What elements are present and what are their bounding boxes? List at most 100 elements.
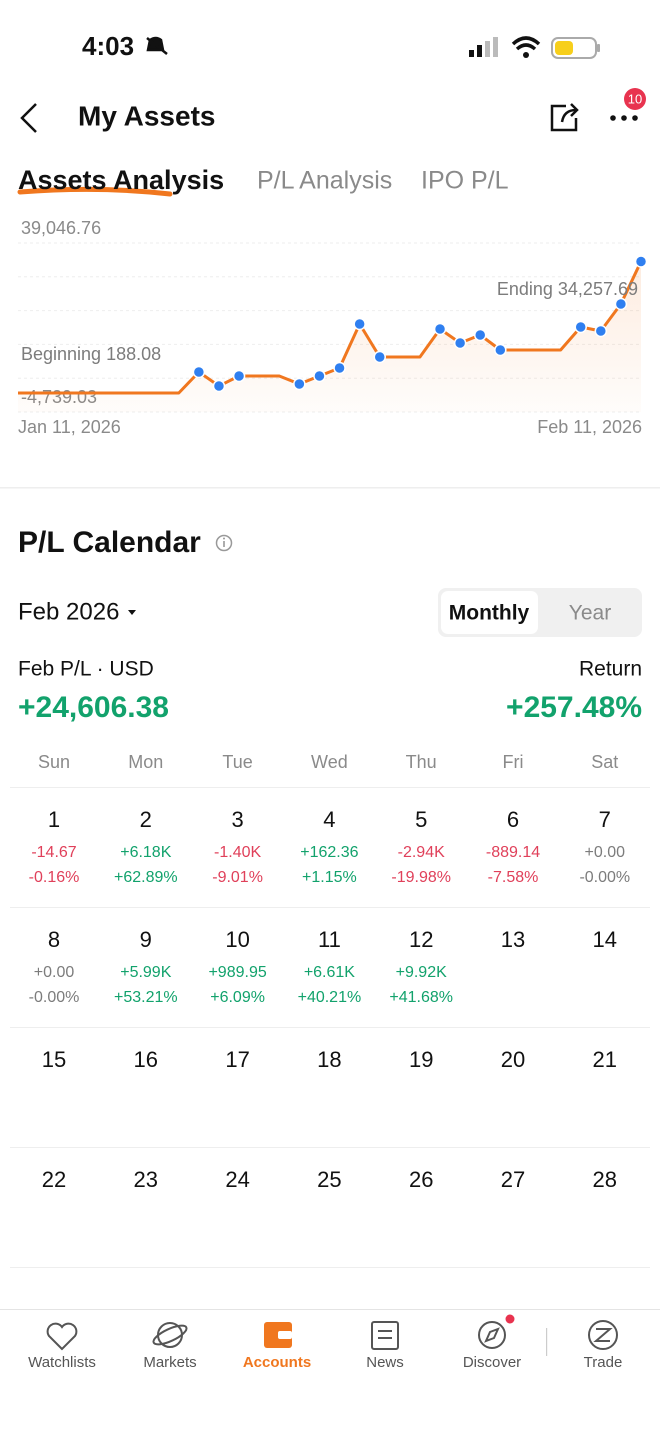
- day-number[interactable]: 13: [501, 927, 525, 952]
- nav-item[interactable]: Trade: [584, 1354, 623, 1371]
- day-number[interactable]: 26: [409, 1167, 433, 1192]
- nav-item[interactable]: Accounts: [243, 1354, 311, 1371]
- day-number[interactable]: 15: [42, 1047, 66, 1072]
- row-divider: [10, 1267, 650, 1268]
- day-return: +53.21%: [114, 989, 178, 1006]
- weekday: Sun: [38, 752, 70, 772]
- point: [614, 297, 628, 311]
- row-divider: [10, 1147, 650, 1148]
- weekday: Wed: [311, 752, 348, 772]
- section-title: P/L Calendar: [18, 526, 201, 559]
- day-pl: +162.36: [300, 844, 358, 861]
- info-icon[interactable]: [215, 534, 233, 552]
- weekday: Fri: [503, 752, 524, 772]
- x-tick-label: Jan 11, 2026: [18, 417, 121, 437]
- day-return: -0.16%: [29, 869, 80, 886]
- day-number[interactable]: 16: [134, 1047, 158, 1072]
- notification-dot: [505, 1314, 515, 1324]
- day-pl: +0.00: [585, 844, 626, 861]
- day-number[interactable]: 19: [409, 1047, 433, 1072]
- day-number[interactable]: 5: [415, 807, 427, 832]
- day-number[interactable]: 12: [409, 927, 433, 952]
- day-number[interactable]: 6: [507, 807, 519, 832]
- day-number[interactable]: 9: [140, 927, 152, 952]
- day-number[interactable]: 14: [593, 927, 617, 952]
- divider: [0, 487, 660, 489]
- day-return: +1.15%: [302, 869, 357, 886]
- day-return: -19.98%: [391, 869, 451, 886]
- day-number[interactable]: 3: [231, 807, 243, 832]
- day-pl: -889.14: [486, 844, 540, 861]
- share-button[interactable]: [550, 103, 579, 132]
- day-return: +6.09%: [210, 989, 265, 1006]
- y-tick-label: 39,046.76: [21, 218, 101, 238]
- day-number[interactable]: 25: [317, 1167, 341, 1192]
- back-button[interactable]: [20, 103, 37, 133]
- page-title: My Assets: [78, 100, 215, 131]
- weekday: Thu: [406, 752, 437, 772]
- point: [473, 328, 487, 342]
- calendar-grid: Sun Mon Tue Wed Thu Fri Sat 1 -14.67 -0.16% 2 +6.18…: [10, 752, 650, 1268]
- day-number[interactable]: 4: [323, 807, 335, 832]
- nav-item[interactable]: News: [366, 1354, 404, 1371]
- tab[interactable]: P/L Analysis: [257, 167, 392, 195]
- tab-underline: [17, 186, 173, 197]
- day-pl: +6.18K: [120, 844, 171, 861]
- day-number[interactable]: 27: [501, 1167, 525, 1192]
- day-number[interactable]: 22: [42, 1167, 66, 1192]
- toggle-option[interactable]: Monthly: [449, 602, 530, 625]
- point: [494, 343, 507, 357]
- point: [373, 350, 386, 364]
- nav-item[interactable]: Discover: [463, 1354, 521, 1371]
- nav-icons: [46, 1320, 618, 1351]
- day-pl: -2.94K: [398, 844, 445, 861]
- point: [634, 255, 648, 268]
- weekday: Sat: [591, 752, 618, 772]
- nav-item[interactable]: Markets: [143, 1354, 196, 1371]
- toggle-option[interactable]: Year: [569, 602, 611, 625]
- day-number[interactable]: 17: [225, 1047, 249, 1072]
- area: [18, 261, 641, 412]
- month-selector[interactable]: Feb 2026: [18, 598, 119, 625]
- day-number[interactable]: 7: [599, 807, 611, 832]
- row-divider: [10, 1027, 650, 1028]
- more-button[interactable]: [610, 88, 646, 121]
- x-tick-label: Feb 11, 2026: [537, 417, 642, 437]
- point: [453, 336, 467, 350]
- point: [594, 324, 608, 338]
- day-number[interactable]: 11: [318, 927, 341, 952]
- day-pl: +6.61K: [304, 964, 355, 981]
- day-number[interactable]: 8: [48, 927, 60, 952]
- day-number[interactable]: 18: [317, 1047, 341, 1072]
- day-number[interactable]: 21: [593, 1047, 617, 1072]
- day-number[interactable]: 20: [501, 1047, 525, 1072]
- day-return: +41.68%: [389, 989, 453, 1006]
- toggle-active: [441, 591, 538, 634]
- nav-item[interactable]: Watchlists: [28, 1354, 96, 1371]
- point: [333, 361, 346, 375]
- day-return: +62.89%: [114, 869, 178, 886]
- day-return: -7.58%: [488, 869, 539, 886]
- annotation: Ending 34,257.69: [497, 279, 638, 299]
- status-time: 4:03: [82, 31, 134, 61]
- line: [18, 260, 643, 395]
- point: [313, 369, 326, 383]
- day-return: -9.01%: [212, 869, 263, 886]
- weekday: Mon: [128, 752, 163, 772]
- pl-value: +24,606.38: [18, 691, 169, 724]
- day-number[interactable]: 1: [48, 807, 60, 832]
- point: [212, 379, 226, 393]
- tab[interactable]: IPO P/L: [421, 167, 509, 195]
- annotation: Beginning 188.08: [21, 344, 161, 364]
- day-number[interactable]: 28: [593, 1167, 617, 1192]
- day-number[interactable]: 24: [225, 1167, 249, 1192]
- day-number[interactable]: 10: [225, 927, 249, 952]
- day-number[interactable]: 2: [140, 807, 152, 832]
- nav-border: [0, 1309, 660, 1310]
- day-number[interactable]: 23: [134, 1167, 158, 1192]
- weekday: Tue: [222, 752, 252, 772]
- tab[interactable]: Assets Analysis: [18, 165, 224, 195]
- dropdown-arrow: [128, 610, 136, 615]
